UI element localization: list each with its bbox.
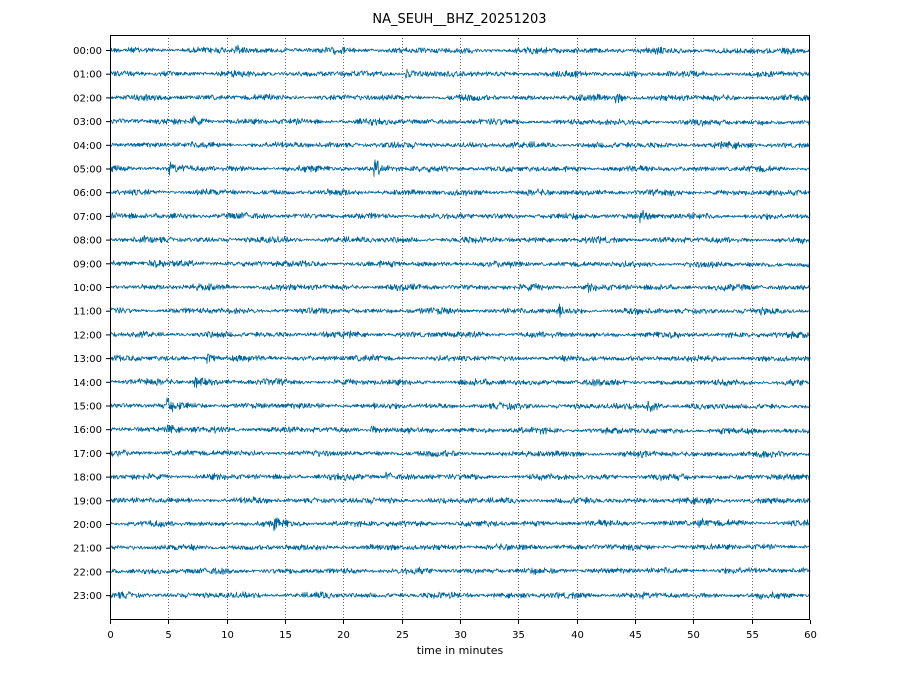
- trace-0200: [109, 93, 811, 104]
- trace-0700: [109, 209, 811, 224]
- row-time-label: 02:00: [73, 93, 102, 104]
- row-time-label: 11:00: [73, 307, 102, 318]
- row-time-label: 06:00: [73, 188, 102, 199]
- row-time-label: 18:00: [73, 473, 102, 484]
- trace-0600: [109, 188, 811, 197]
- row-time-label: 07:00: [73, 212, 102, 223]
- chart-title: NA_SEUH__BHZ_20251203: [372, 12, 547, 27]
- trace-1900: [109, 496, 811, 506]
- x-tick-label: 35: [512, 630, 525, 641]
- x-tick-label: 45: [629, 630, 642, 641]
- row-time-label: 13:00: [73, 354, 102, 365]
- trace-2200: [109, 566, 811, 576]
- row-time-label: 19:00: [73, 496, 102, 507]
- row-time-label: 21:00: [73, 544, 102, 555]
- x-tick-label: 30: [454, 630, 467, 641]
- x-tick-label: 25: [396, 630, 409, 641]
- row-time-label: 00:00: [73, 46, 102, 57]
- trace-layer: [109, 44, 811, 600]
- trace-2000: [109, 517, 811, 532]
- x-tick-label: 10: [221, 630, 234, 641]
- row-time-label: 14:00: [73, 378, 102, 389]
- row-time-label: 15:00: [73, 402, 102, 413]
- x-tick-label: 15: [279, 630, 292, 641]
- row-time-label: 01:00: [73, 70, 102, 81]
- x-tick-labels: 0 5 10 15 20 25 30 35 40 45 50 55 60: [107, 620, 817, 641]
- trace-1300: [109, 353, 811, 364]
- trace-0400: [109, 141, 811, 150]
- trace-0300: [109, 115, 811, 127]
- trace-1100: [109, 303, 811, 318]
- x-tick-label: 50: [687, 630, 700, 641]
- trace-1000: [109, 282, 811, 294]
- row-time-label: 12:00: [73, 330, 102, 341]
- row-time-label: 16:00: [73, 425, 102, 436]
- row-time-label: 20:00: [73, 520, 102, 531]
- trace-2100: [109, 543, 811, 551]
- trace-0900: [109, 259, 811, 269]
- x-tick-label: 60: [804, 630, 817, 641]
- row-time-label: 03:00: [73, 117, 102, 128]
- y-tick-labels: 00:00 01:00 02:00 03:00 04:00 05:00 06:00 07:00…: [73, 46, 110, 602]
- row-time-label: 08:00: [73, 236, 102, 247]
- x-tick-label: 40: [571, 630, 584, 641]
- trace-1600: [109, 424, 811, 435]
- trace-0000: [109, 44, 811, 55]
- x-tick-label: 0: [107, 630, 113, 641]
- x-tick-label: 55: [746, 630, 759, 641]
- trace-0100: [109, 68, 811, 79]
- x-tick-label: 5: [165, 630, 171, 641]
- row-time-label: 05:00: [73, 165, 102, 176]
- trace-0500: [109, 159, 811, 177]
- row-time-label: 22:00: [73, 567, 102, 578]
- trace-1500: [109, 397, 811, 413]
- trace-1800: [109, 471, 811, 482]
- trace-1400: [109, 376, 811, 389]
- row-time-label: 04:00: [73, 141, 102, 152]
- x-tick-label: 20: [337, 630, 350, 641]
- trace-2300: [109, 591, 811, 600]
- row-time-label: 23:00: [73, 591, 102, 602]
- trace-0800: [109, 235, 811, 245]
- axes-frame: [110, 35, 810, 620]
- x-axis-label: time in minutes: [416, 644, 504, 657]
- trace-1700: [109, 449, 811, 459]
- row-time-label: 10:00: [73, 283, 102, 294]
- trace-1200: [109, 330, 811, 340]
- row-time-label: 17:00: [73, 449, 102, 460]
- row-time-label: 09:00: [73, 259, 102, 270]
